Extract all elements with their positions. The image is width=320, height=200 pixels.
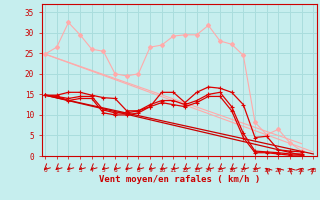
X-axis label: Vent moyen/en rafales ( km/h ): Vent moyen/en rafales ( km/h )	[99, 175, 260, 184]
